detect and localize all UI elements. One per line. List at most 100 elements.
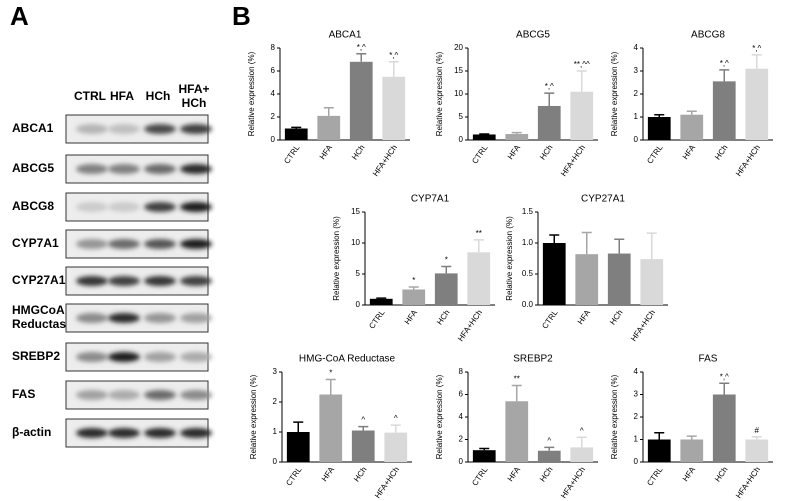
error-bar	[751, 436, 762, 440]
y-tick-label: 10	[351, 238, 360, 247]
blot-band	[108, 124, 140, 134]
y-tick-label: 1.5	[522, 207, 534, 216]
bar	[575, 254, 599, 305]
x-tick-label: HCh	[350, 143, 367, 161]
error-bar	[654, 113, 665, 117]
bar	[505, 401, 529, 462]
blot-band	[76, 390, 108, 400]
significance-label: **	[476, 229, 482, 238]
blot-band	[76, 164, 108, 174]
chart-title: ABCG5	[516, 30, 550, 41]
y-tick-label: 5	[356, 269, 361, 278]
bar	[712, 394, 736, 462]
y-tick-label: 1	[634, 112, 639, 121]
error-bar	[686, 435, 697, 440]
error-bar	[325, 378, 336, 395]
chart-title: FAS	[699, 354, 718, 365]
y-axis-label: Relative expression (%)	[435, 374, 444, 459]
x-tick-label: CTRL	[645, 465, 665, 488]
blot-band	[76, 313, 108, 323]
blot-band	[144, 390, 176, 400]
significance-label: **,^^	[574, 60, 590, 69]
x-tick-label: HFA	[318, 143, 335, 161]
blot-band	[108, 313, 140, 323]
significance-label: *,^	[389, 51, 398, 60]
bar	[542, 243, 566, 305]
error-bar	[686, 110, 697, 115]
y-tick-label: 10	[454, 89, 463, 98]
y-tick-label: 1.0	[522, 238, 534, 247]
chart-title: CYP7A1	[411, 194, 450, 205]
x-tick-label: HFA+HCh	[373, 465, 401, 500]
x-tick-label: HCh	[713, 465, 730, 483]
bar	[570, 447, 594, 462]
y-tick-label: 1	[273, 427, 278, 436]
y-tick-label: 0	[271, 135, 276, 144]
y-tick-label: 2	[273, 397, 278, 406]
y-tick-label: 0.5	[522, 269, 534, 278]
blot-band	[108, 202, 140, 212]
x-tick-label: CTRL	[284, 465, 304, 488]
bar	[472, 134, 496, 140]
chart-title: CYP27A1	[581, 194, 625, 205]
x-tick-label: HFA+HCh	[371, 143, 399, 178]
bar	[317, 115, 341, 140]
bar	[745, 68, 769, 140]
error-bar	[293, 421, 304, 432]
bar	[467, 252, 491, 305]
blot-band	[180, 124, 212, 134]
blot-band	[180, 164, 212, 174]
y-tick-label: 0	[356, 300, 361, 309]
y-tick-label: 1	[634, 435, 639, 444]
blot-band	[144, 276, 176, 286]
y-axis-label: Relative expression (%)	[247, 51, 256, 136]
bar	[640, 259, 664, 305]
significance-label: *,^	[545, 82, 554, 91]
significance-label: *	[445, 256, 448, 265]
error-bar	[576, 436, 587, 448]
y-axis-label: Relative expression (%)	[435, 51, 444, 136]
error-bar	[614, 238, 625, 254]
y-tick-label: 0.0	[522, 300, 534, 309]
error-bar	[388, 61, 399, 77]
lane-label: HCh	[146, 89, 171, 103]
y-tick-label: 8	[459, 367, 464, 376]
bar	[369, 298, 393, 305]
blot-row-label: ABCG8	[12, 199, 54, 213]
y-tick-label: 15	[351, 207, 360, 216]
y-axis-label: Relative expression (%)	[610, 51, 619, 136]
x-tick-label: HCh	[352, 465, 369, 483]
error-bar	[376, 297, 387, 299]
blot-band	[180, 239, 212, 249]
blot-band	[144, 239, 176, 249]
error-bar	[719, 69, 730, 82]
error-bar	[646, 232, 657, 260]
y-axis-label: Relative expression (%)	[249, 374, 258, 459]
chart-title: HMG-CoA Reductase	[299, 354, 396, 365]
blot-band	[108, 239, 140, 249]
x-tick-label: CTRL	[645, 143, 665, 166]
blot-band	[144, 202, 176, 212]
blot-band	[108, 390, 140, 400]
blot-row-label: HMGCoA	[12, 303, 65, 317]
x-tick-label: HFA+HCh	[734, 143, 762, 178]
y-tick-label: 0	[634, 457, 639, 466]
blot-band	[76, 202, 108, 212]
bar	[434, 273, 458, 305]
x-tick-label: CTRL	[367, 308, 387, 331]
y-tick-label: 0	[634, 135, 639, 144]
bar	[286, 432, 310, 462]
blot-band	[144, 164, 176, 174]
bar	[680, 439, 704, 462]
error-bar	[549, 234, 560, 243]
blot-band	[144, 428, 176, 438]
x-tick-label: HCh	[608, 308, 625, 326]
x-tick-label: HFA+HCh	[559, 143, 587, 178]
x-tick-label: HCh	[538, 143, 555, 161]
bar	[402, 289, 426, 305]
x-tick-label: HFA	[403, 308, 420, 326]
panel-b-label: B	[232, 1, 251, 31]
blot-row-label: CYP27A1	[12, 273, 66, 287]
y-tick-label: 2	[271, 112, 276, 121]
